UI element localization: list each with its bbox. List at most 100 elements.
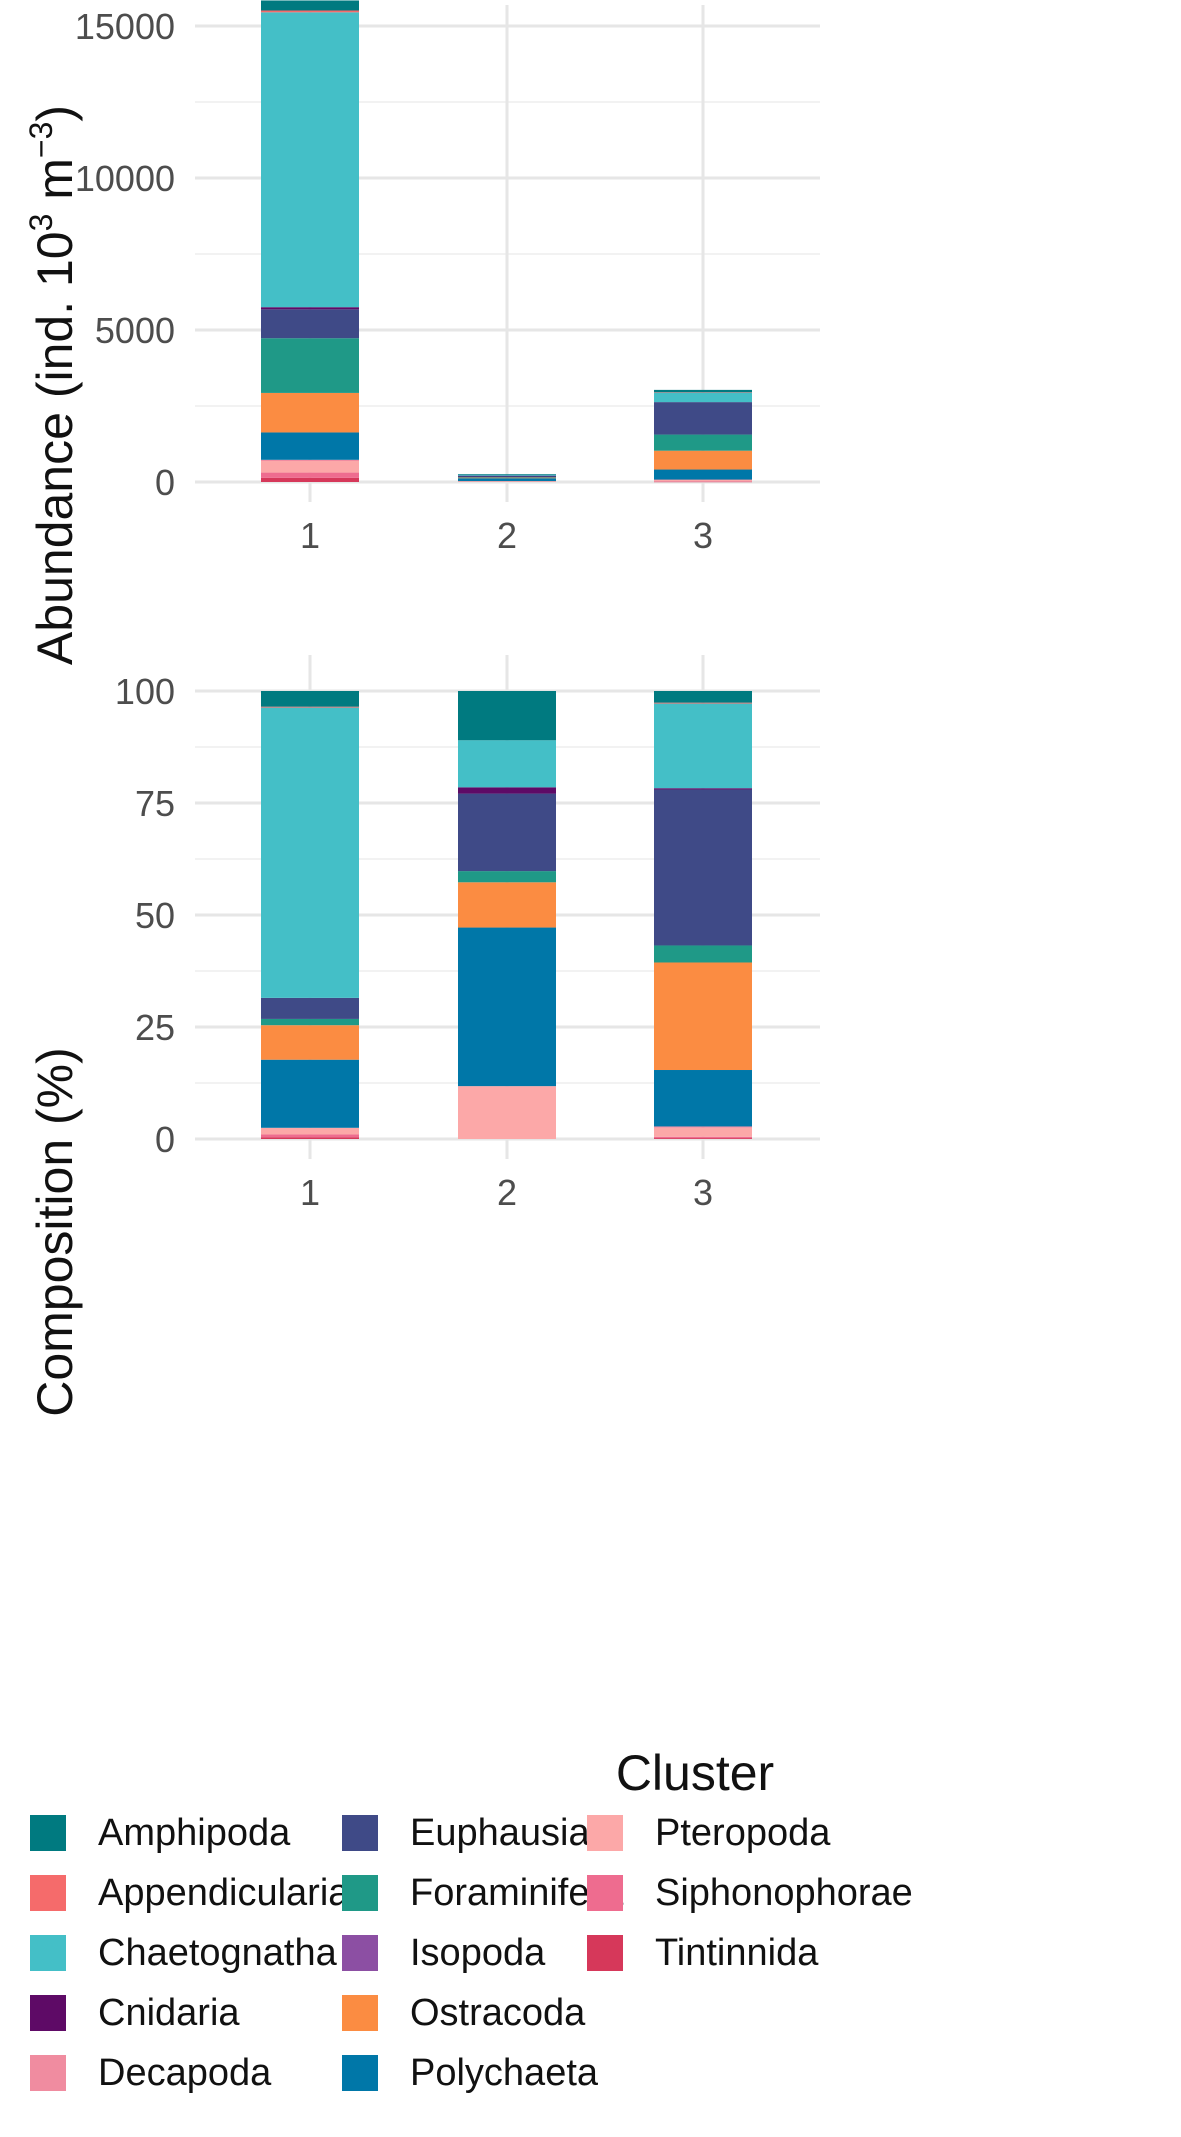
panel-a-x-tick-labels: 1 2 3 [300,515,713,556]
panel-b-x-tick-label: 1 [300,1172,320,1213]
panel-b-bar-cluster-2-foraminifera [458,871,556,883]
panel-a-y-axis-title-sup1: 3 [23,214,59,232]
panel-b-bar-cluster-1-ostracoda [261,1025,359,1060]
legend-swatch [342,1815,378,1851]
panel-b-y-tick-labels: 0 25 50 75 100 [115,671,175,1160]
legend-swatch [587,1875,623,1911]
legend-label: Appendicularia [98,1871,350,1914]
panel-b-bar-cluster-3-ostracoda [654,962,752,1071]
legend-item-ostracoda: Ostracoda [342,1983,585,2043]
panel-a-bar-cluster-2-pteropoda [458,481,556,482]
panel-a-bar-cluster-3-siphonophorae [654,481,752,482]
legend-label: Euphausia [410,1811,590,1854]
panel-b-y-tick-label: 50 [135,895,175,936]
legend-item-siphonophorae: Siphonophorae [587,1863,913,1923]
panel-a-bar-cluster-3-euphausia [654,402,752,435]
legend-label: Cnidaria [98,1991,240,2034]
panel-a-y-axis-title-sup2: −3 [23,122,59,158]
legend-label: Isopoda [410,1931,546,1974]
panel-a-x-tick-label: 1 [300,515,320,556]
panel-b-bar-cluster-3-polychaeta [654,1070,752,1127]
panel-b-x-tick-label: 2 [497,1172,517,1213]
legend: Amphipoda Appendicularia Chaetognatha Cnida… [30,1803,1170,2133]
panel-b-bar-cluster-3-pteropoda [654,1127,752,1137]
panel-b-y-tick-label: 100 [115,671,175,712]
panel-a-x-tick-label: 3 [693,515,713,556]
panel-b-bar-cluster-1-chaetognatha [261,707,359,998]
panel-b-bar-cluster-3-tintinnida [654,1138,752,1139]
panel-b-bar-cluster-3-chaetognatha [654,703,752,789]
panel-b-bar-cluster-2-euphausia [458,793,556,872]
legend-item-foraminifera: Foraminifera [342,1863,623,1923]
panel-a-bar-cluster-1-tintinnida [261,477,359,482]
legend-swatch [342,1875,378,1911]
panel-a-y-tick-label: 0 [155,462,175,503]
panel-a-bar-cluster-1-cnidaria [261,307,359,310]
panel-b-x-tick-label: 3 [693,1172,713,1213]
panel-a-bar-cluster-3-chaetognatha [654,392,752,403]
panel-b-bar-cluster-1-amphipoda [261,691,359,707]
panel-a-bars [261,0,752,483]
panel-b-x-tick-labels: 1 2 3 [300,1172,713,1213]
panel-a-y-tick-label: 10000 [75,158,175,199]
panel-b-bar-cluster-1-foraminifera [261,1018,359,1026]
legend-swatch [587,1935,623,1971]
panel-b-bar-cluster-1-tintinnida [261,1137,359,1139]
panel-b-bar-cluster-2-ostracoda [458,882,556,928]
legend-item-isopoda: Isopoda [342,1923,545,1983]
panel-a-y-axis-title-part2: m [27,158,83,214]
panel-b-bar-cluster-3-euphausia [654,789,752,946]
panel-a-bar-cluster-3-pteropoda [654,479,752,482]
panel-a-y-tick-label: 5000 [95,310,175,351]
panel-b-bar-cluster-3-decapoda [654,1126,752,1128]
panel-a-bar-cluster-3-amphipoda [654,389,752,393]
legend-label: Amphipoda [98,1811,291,1854]
panel-a-bar-cluster-2-chaetognatha [458,474,556,476]
panel-a-bar-cluster-2-foraminifera [458,477,556,478]
panel-a-y-tick-labels: 0 5000 10000 15000 [75,6,175,503]
panel-a-bar-cluster-3-polychaeta [654,469,752,480]
panel-b-bar-cluster-3-amphipoda [654,691,752,703]
panel-a-bar-cluster-2-polychaeta [458,478,556,482]
panel-a-bar-cluster-3-appendicularia [654,392,752,393]
legend-label: Polychaeta [410,2051,599,2094]
panel-a-y-tick-label: 15000 [75,6,175,47]
legend-item-appendicularia: Appendicularia [30,1863,349,1923]
panel-b-x-axis-title: Cluster [616,1745,774,1801]
legend-item-decapoda: Decapoda [30,2043,271,2103]
legend-label: Chaetognatha [98,1931,337,1974]
panel-b-bar-cluster-3-foraminifera [654,945,752,963]
legend-label: Tintinnida [655,1931,819,1974]
panel-a-y-axis-title-part3: ) [27,105,83,122]
panel-a-bar-cluster-3-cnidaria [654,402,752,404]
legend-label: Decapoda [98,2051,272,2094]
panel-a-y-axis-title: Abundance (ind. 103 m−3) [23,105,83,665]
panel-b-y-tick-label: 0 [155,1119,175,1160]
panel-b-bar-cluster-1-polychaeta [261,1059,359,1128]
panel-b-bar-cluster-3-cnidaria [654,788,752,790]
legend-swatch [342,1995,378,2031]
panel-b-bar-cluster-2-amphipoda [458,691,556,741]
legend-item-amphipoda: Amphipoda [30,1803,290,1863]
legend-swatch [342,1935,378,1971]
legend-item-cnidaria: Cnidaria [30,1983,240,2043]
legend-swatch [30,1995,66,2031]
panel-a-bar-cluster-3-decapoda [654,479,752,481]
panel-b-bar-cluster-3-siphonophorae [654,1136,752,1139]
panel-a-bar-cluster-1-siphonophorae [261,472,359,478]
legend-item-chaetognatha: Chaetognatha [30,1923,337,1983]
legend-swatch [342,2055,378,2091]
panel-b-bar-cluster-2-polychaeta [458,927,556,1087]
panel-b-y-axis-title: Composition (%) [27,1047,83,1417]
legend-swatch [30,2055,66,2091]
panel-b-bar-cluster-1-euphausia [261,997,359,1019]
panel-b-bar-cluster-3-appendicularia [654,702,752,704]
panel-a-bar-cluster-1-chaetognatha [261,12,359,308]
panel-b-y-tick-label: 25 [135,1007,175,1048]
panel-a-bar-cluster-1-foraminifera [261,338,359,393]
panel-b-bar-cluster-2-chaetognatha [458,740,556,788]
panel-a-bar-cluster-2-amphipoda [458,474,556,475]
panel-b-y-tick-label: 75 [135,783,175,824]
